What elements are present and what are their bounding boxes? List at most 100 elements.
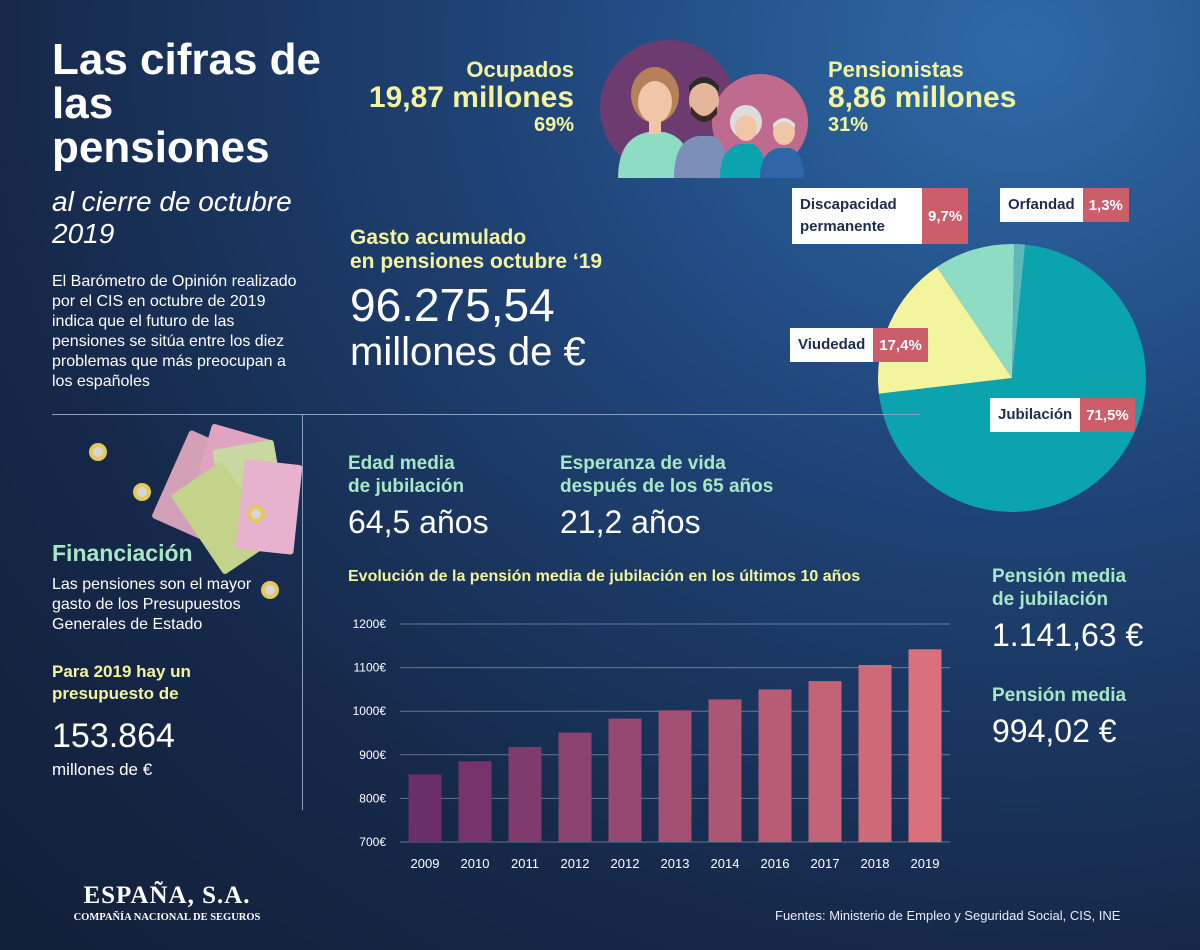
ocupados-pct: 69% (533, 114, 574, 136)
x-tick-label: 2012 (561, 856, 590, 871)
pension-jub-label-line2: de jubilación (992, 589, 1109, 610)
bar-2019 (908, 649, 942, 842)
logo-name: ESPAÑA, S.A. (83, 882, 251, 909)
pension-type-pie-chart: Discapacidad permanente 9,7% Orfandad 1,… (780, 180, 1200, 520)
financiacion-section: Financiación Las pensiones son el mayor … (52, 540, 292, 780)
edad-label-line2: de jubilación (348, 476, 465, 497)
pension-media-label: Pensión media (992, 685, 1127, 706)
coin-icon (261, 581, 279, 599)
sources-text: Fuentes: Ministerio de Empleo y Segurida… (775, 908, 1121, 923)
pie-slice-jubilacion (878, 244, 1147, 513)
esperanza-vida-stat: Esperanza de vida después de los 65 años… (560, 452, 820, 541)
bar-chart-title: Evolución de la pensión media de jubilac… (348, 568, 861, 585)
esperanza-label-line1: Esperanza de vida (560, 453, 726, 474)
esperanza-label-line2: después de los 65 años (560, 476, 774, 497)
pension-evolution-bar-chart: 700€ 800€ 900€ 1000€ 1100€ 1200€ 2009 2010 2011… (353, 617, 950, 871)
logo-subtitle: COMPAÑÍA NACIONAL DE SEGUROS (73, 912, 261, 923)
money-illustration (89, 424, 303, 599)
page-title: Las cifras de las pensiones (52, 35, 322, 172)
pie-slice-viudedad (878, 266, 1012, 394)
pensionistas-pct: 31% (828, 114, 869, 136)
pensionistas-label: Pensionistas (828, 57, 964, 82)
x-tick-label: 2011 (511, 856, 539, 871)
man-pensioner-icon (760, 118, 804, 178)
people-illustration (600, 40, 808, 178)
bar-2017 (808, 681, 842, 842)
financiacion-title: Financiación (52, 540, 193, 566)
pie-label-name: Jubilación (990, 398, 1081, 432)
pie-label-viudedad: Viudedad 17,4% (790, 328, 928, 362)
intro-text: El Barómetro de Opinión realizado por el… (52, 273, 297, 390)
y-tick-label: 1000€ (353, 704, 387, 718)
pie-label-pct: 9,7% (922, 188, 969, 244)
bar-2010 (458, 761, 492, 842)
bar-2009 (408, 774, 442, 842)
pie-label-pct: 1,3% (1082, 188, 1129, 222)
x-tick-label: 2014 (711, 856, 740, 871)
x-tick-label: 2013 (661, 856, 690, 871)
edad-value: 64,5 años (348, 504, 489, 540)
ocupados-stat: Ocupados 19,87 millones 69% (320, 58, 574, 137)
x-tick-label: 2012 (611, 856, 640, 871)
bar-2011 (508, 746, 542, 842)
vertical-divider (302, 414, 303, 810)
pie-label-discapacidad: Discapacidad permanente 9,7% (792, 188, 969, 244)
pie-label-name: Orfandad (1000, 188, 1083, 222)
bar-2016 (758, 689, 792, 842)
financiacion-text: Las pensiones son el mayor gasto de los … (52, 576, 252, 633)
x-tick-label: 2019 (911, 856, 940, 871)
page-subtitle: al cierre de octubre 2019 (52, 186, 292, 249)
man-worker-icon (674, 77, 728, 178)
banknotes-icon (152, 424, 303, 574)
pension-media-stat: Pensión media 994,02 € (992, 684, 1192, 750)
financiacion-budget-value: 153.864 (52, 717, 175, 755)
pensionistas-value: 8,86 millones (828, 81, 1017, 114)
financiacion-budget-unit: millones de € (52, 760, 153, 779)
company-logo: ESPAÑA, S.A. COMPAÑÍA NACIONAL DE SEGURO… (52, 882, 282, 923)
x-tick-label: 2018 (861, 856, 890, 871)
ocupados-label: Ocupados (466, 57, 574, 82)
coin-icon (89, 443, 107, 461)
bar-2018 (858, 664, 892, 842)
pie-label-pct: 71,5% (1080, 398, 1135, 432)
woman-pensioner-icon (720, 105, 766, 178)
esperanza-value: 21,2 años (560, 504, 701, 540)
pension-media-value: 994,02 € (992, 713, 1117, 749)
gasto-label-line1: Gasto acumulado (350, 226, 527, 249)
coin-icon (247, 505, 265, 523)
y-tick-label: 1100€ (354, 661, 387, 675)
bar-2014 (708, 699, 742, 842)
gasto-label-line2: en pensiones octubre ‘19 (350, 250, 603, 273)
ocupados-value: 19,87 millones (368, 81, 574, 114)
financiacion-budget-label: Para 2019 hay un presupuesto de (52, 662, 191, 703)
bar-2012 (558, 732, 592, 842)
pie-label-name: Discapacidad permanente (792, 188, 922, 244)
gasto-unit: millones de € (350, 330, 586, 374)
woman-worker-icon (618, 67, 692, 178)
x-tick-label: 2010 (461, 856, 490, 871)
pie-slice-discapacidad (936, 244, 1015, 378)
pie-svg (878, 244, 1147, 513)
y-tick-label: 1200€ (353, 617, 387, 631)
coin-icon (133, 483, 151, 501)
pie-label-pct: 17,4% (873, 328, 928, 362)
horizontal-divider (52, 414, 920, 415)
y-tick-label: 700€ (359, 835, 386, 849)
x-tick-label: 2017 (811, 856, 840, 871)
gasto-stat: Gasto acumulado en pensiones octubre ‘19… (350, 226, 710, 374)
pie-label-name: Viudedad (790, 328, 874, 362)
pie-label-jubilacion: Jubilación 71,5% (990, 398, 1135, 432)
edad-jubilacion-stat: Edad media de jubilación 64,5 años (348, 452, 548, 541)
pie-slice-orfandad (1012, 244, 1026, 378)
x-tick-label: 2016 (761, 856, 790, 871)
y-tick-label: 900€ (359, 748, 386, 762)
y-tick-label: 800€ (359, 791, 386, 805)
pension-jub-value: 1.141,63 € (992, 617, 1144, 653)
pensionistas-stat: Pensionistas 8,86 millones 31% (828, 58, 1088, 137)
edad-label-line1: Edad media (348, 453, 455, 474)
bar-2012 (608, 718, 642, 842)
pension-jubilacion-stat: Pensión media de jubilación 1.141,63 € (992, 565, 1192, 654)
bar-2013 (658, 710, 692, 842)
gasto-value: 96.275,54 (350, 279, 555, 331)
pension-jub-label-line1: Pensión media (992, 566, 1127, 587)
